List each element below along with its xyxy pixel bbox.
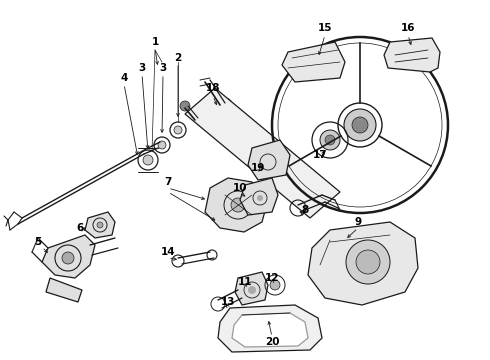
Circle shape	[344, 109, 376, 141]
Circle shape	[158, 141, 166, 149]
Text: 1: 1	[151, 37, 159, 47]
Text: 6: 6	[76, 223, 84, 233]
Polygon shape	[232, 313, 308, 347]
Circle shape	[62, 252, 74, 264]
Circle shape	[231, 198, 245, 212]
Circle shape	[174, 126, 182, 134]
Text: 19: 19	[251, 163, 265, 173]
Text: 16: 16	[401, 23, 415, 33]
Polygon shape	[235, 272, 268, 305]
Text: 9: 9	[354, 217, 362, 227]
Text: 3: 3	[138, 63, 146, 73]
Circle shape	[352, 117, 368, 133]
Polygon shape	[384, 38, 440, 72]
Circle shape	[143, 155, 153, 165]
Text: 18: 18	[206, 83, 220, 93]
Text: 14: 14	[161, 247, 175, 257]
Circle shape	[356, 250, 380, 274]
Circle shape	[320, 130, 340, 150]
Circle shape	[346, 240, 390, 284]
Text: 13: 13	[221, 297, 235, 307]
Circle shape	[325, 135, 335, 145]
Circle shape	[248, 286, 256, 294]
Polygon shape	[282, 42, 345, 82]
Circle shape	[270, 280, 280, 290]
Text: 10: 10	[233, 183, 247, 193]
Text: 7: 7	[164, 177, 171, 187]
Text: 20: 20	[265, 337, 279, 347]
Text: 4: 4	[121, 73, 128, 83]
Text: 2: 2	[174, 53, 182, 63]
Polygon shape	[85, 212, 115, 238]
Polygon shape	[185, 88, 340, 218]
Polygon shape	[218, 305, 322, 352]
Text: 8: 8	[301, 205, 309, 215]
Circle shape	[218, 98, 232, 112]
Circle shape	[180, 101, 190, 111]
Polygon shape	[205, 178, 268, 232]
Polygon shape	[240, 178, 278, 215]
Polygon shape	[308, 222, 418, 305]
Polygon shape	[248, 140, 290, 180]
Text: 5: 5	[34, 237, 42, 247]
Text: 3: 3	[159, 63, 167, 73]
Polygon shape	[42, 235, 95, 278]
Circle shape	[97, 222, 103, 228]
Text: 12: 12	[265, 273, 279, 283]
Text: 17: 17	[313, 150, 327, 160]
Circle shape	[257, 195, 263, 201]
Text: 11: 11	[238, 277, 252, 287]
Polygon shape	[46, 278, 82, 302]
Text: 15: 15	[318, 23, 332, 33]
